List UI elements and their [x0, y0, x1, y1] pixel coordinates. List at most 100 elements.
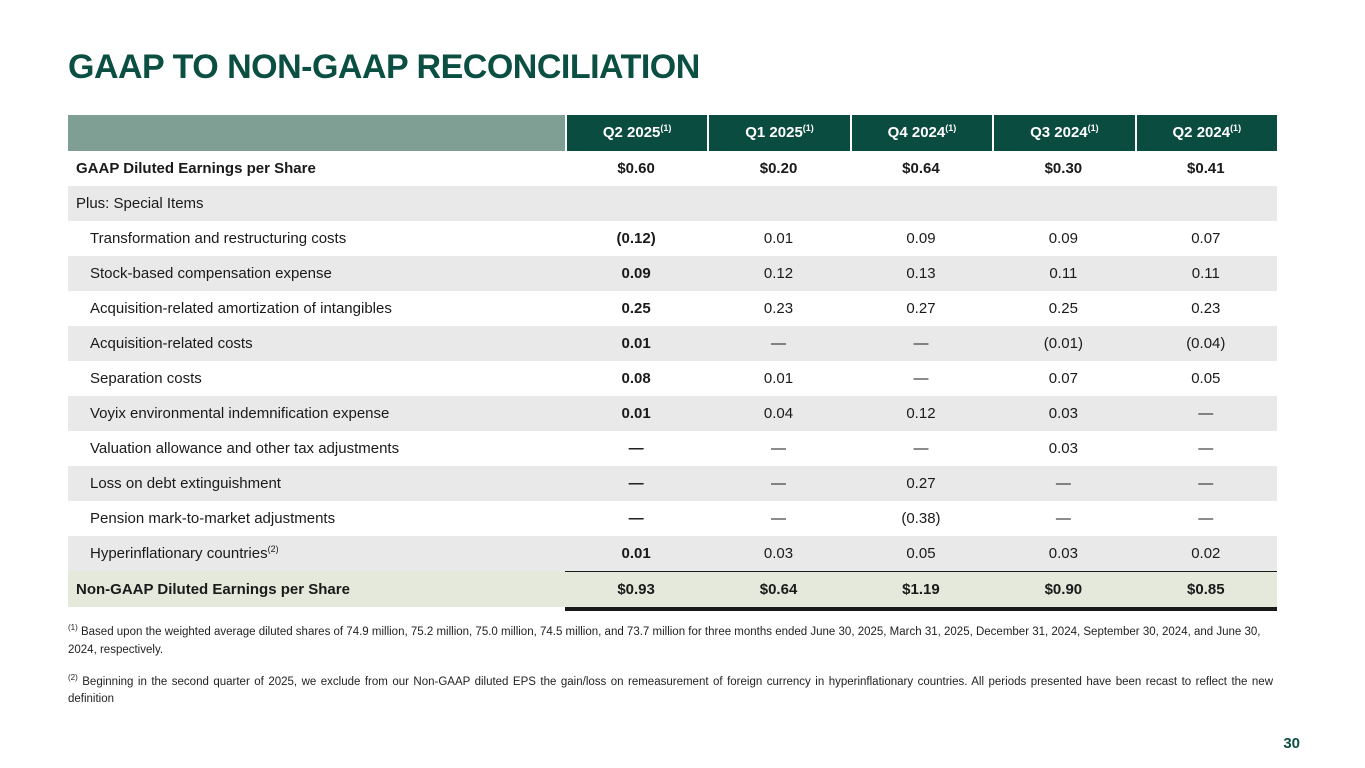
footnote-2-text: Beginning in the second quarter of 2025,… [68, 675, 1273, 706]
row-label: Valuation allowance and other tax adjust… [90, 440, 400, 457]
row-label: Plus: Special Items [76, 195, 204, 212]
value-cell: $0.64 [902, 160, 940, 177]
value-cell: $0.64 [707, 571, 850, 607]
value-cell: $0.85 [1134, 571, 1277, 607]
footnotes: (1) Based upon the weighted average dilu… [68, 624, 1273, 709]
value-cell: 0.01 [621, 545, 651, 562]
row-label: GAAP Diluted Earnings per Share [76, 160, 316, 177]
value-cell: 0.25 [621, 300, 651, 317]
value-cell: $0.30 [1044, 160, 1083, 177]
value-cell: 0.09 [621, 265, 651, 282]
value-cell: 0.27 [906, 300, 936, 317]
table-row: Acquisition-related costs 0.01 — — (0.01) (0.… [68, 326, 1277, 361]
row-label: Transformation and restructuring costs [90, 230, 347, 247]
value-cell: — [1198, 475, 1214, 492]
footnote-2: (2) Beginning in the second quarter of 2… [68, 672, 1273, 710]
value-cell: $1.19 [849, 571, 993, 607]
value-cell: 0.09 [1048, 230, 1078, 247]
value-cell: (0.12) [616, 230, 656, 247]
table-row: Loss on debt extinguishment — — 0.27 — — [68, 466, 1277, 501]
value-cell: $0.93 [564, 571, 708, 607]
row-label: Acquisition-related amortization of inta… [90, 300, 392, 317]
value-cell: — [771, 335, 787, 352]
value-cell: — [1055, 510, 1071, 527]
value-cell: — [628, 510, 644, 527]
table-row: Hyperinflationary countries(2) 0.01 0.03 0.… [68, 536, 1277, 571]
value-cell: — [771, 475, 787, 492]
value-cell: 0.03 [1048, 440, 1078, 457]
page-number: 30 [1283, 735, 1300, 752]
value-cell: 0.11 [1049, 265, 1078, 282]
reconciliation-table: Q2 2025(1) Q1 2025(1) Q4 2024(1) Q3 2024(1)… [68, 115, 1277, 611]
row-label: Pension mark-to-market adjustments [90, 510, 336, 527]
row-label: Hyperinflationary countries(2) [90, 544, 279, 563]
footnote-2-marker: (2) [68, 672, 78, 682]
table-body: GAAP Diluted Earnings per Share $0.60 $0.2… [68, 151, 1277, 607]
value-cell: — [1055, 475, 1071, 492]
value-cell: 0.01 [763, 370, 794, 387]
table-header-row: Q2 2025(1) Q1 2025(1) Q4 2024(1) Q3 2024(1)… [68, 115, 1277, 151]
page-title: GAAP TO NON-GAAP RECONCILIATION [68, 48, 700, 86]
table-row: Transformation and restructuring costs (0… [68, 221, 1277, 256]
column-header-q2-2025: Q2 2025(1) [564, 115, 708, 151]
value-cell: 0.13 [906, 265, 936, 282]
value-cell: — [1198, 405, 1214, 422]
value-cell: — [628, 440, 644, 457]
value-cell: (0.04) [1186, 335, 1226, 352]
value-cell: 0.05 [1191, 370, 1221, 387]
value-cell: 0.03 [1048, 545, 1078, 562]
table-row: Plus: Special Items [68, 186, 1277, 221]
column-header-q1-2025: Q1 2025(1) [707, 115, 850, 151]
row-label: Non-GAAP Diluted Earnings per Share [76, 580, 350, 598]
row-label: Stock-based compensation expense [90, 265, 332, 282]
table-row: Valuation allowance and other tax adjust… [68, 431, 1277, 466]
row-label: Separation costs [90, 370, 202, 387]
table-row: GAAP Diluted Earnings per Share $0.60 $0.2… [68, 151, 1277, 186]
value-cell: 0.09 [906, 230, 936, 247]
value-cell: $0.41 [1187, 160, 1225, 177]
table-header-corner [68, 115, 565, 151]
table-row: Pension mark-to-market adjustments — — (0.3… [68, 501, 1277, 536]
value-cell: — [771, 440, 787, 457]
value-cell: — [771, 510, 787, 527]
value-cell: 0.07 [1048, 370, 1078, 387]
footnote-1: (1) Based upon the weighted average dilu… [68, 624, 1273, 660]
value-cell: 0.27 [906, 475, 936, 492]
value-cell: — [628, 475, 644, 492]
value-cell: (0.01) [1043, 335, 1083, 352]
table-row: Non-GAAP Diluted Earnings per Share $0.93… [68, 571, 1277, 607]
value-cell: — [913, 370, 929, 387]
row-label: Voyix environmental indemnification expe… [90, 405, 390, 422]
value-cell: 0.12 [906, 405, 936, 422]
value-cell: — [913, 335, 929, 352]
table-row: Stock-based compensation expense 0.09 0.12… [68, 256, 1277, 291]
table-row: Voyix environmental indemnification expe… [68, 396, 1277, 431]
value-cell: 0.05 [906, 545, 936, 562]
column-header-q2-2024: Q2 2024(1) [1134, 115, 1277, 151]
value-cell: 0.23 [763, 300, 794, 317]
value-cell: 0.03 [763, 545, 794, 562]
column-header-q3-2024: Q3 2024(1) [992, 115, 1135, 151]
value-cell: 0.02 [1191, 545, 1221, 562]
value-cell: 0.08 [621, 370, 651, 387]
value-cell: 0.23 [1191, 300, 1221, 317]
value-cell: — [1198, 510, 1214, 527]
table-row: Acquisition-related amortization of inta… [68, 291, 1277, 326]
value-cell: 0.03 [1048, 405, 1078, 422]
value-cell: 0.04 [763, 405, 794, 422]
footnote-1-marker: (1) [68, 623, 78, 633]
value-cell: 0.12 [763, 265, 794, 282]
value-cell: 0.25 [1048, 300, 1078, 317]
column-header-q4-2024: Q4 2024(1) [849, 115, 993, 151]
value-cell: $0.90 [992, 571, 1135, 607]
value-cell: 0.07 [1191, 230, 1221, 247]
value-cell: 0.01 [621, 335, 651, 352]
table-bottom-rule [564, 607, 1277, 611]
value-cell: (0.38) [901, 510, 941, 527]
value-cell: $0.60 [617, 160, 655, 177]
row-label: Loss on debt extinguishment [90, 475, 281, 492]
value-cell: — [1198, 440, 1214, 457]
row-label: Acquisition-related costs [90, 335, 253, 352]
value-cell: 0.01 [621, 405, 651, 422]
table-row: Separation costs 0.08 0.01 — 0.07 0.05 [68, 361, 1277, 396]
